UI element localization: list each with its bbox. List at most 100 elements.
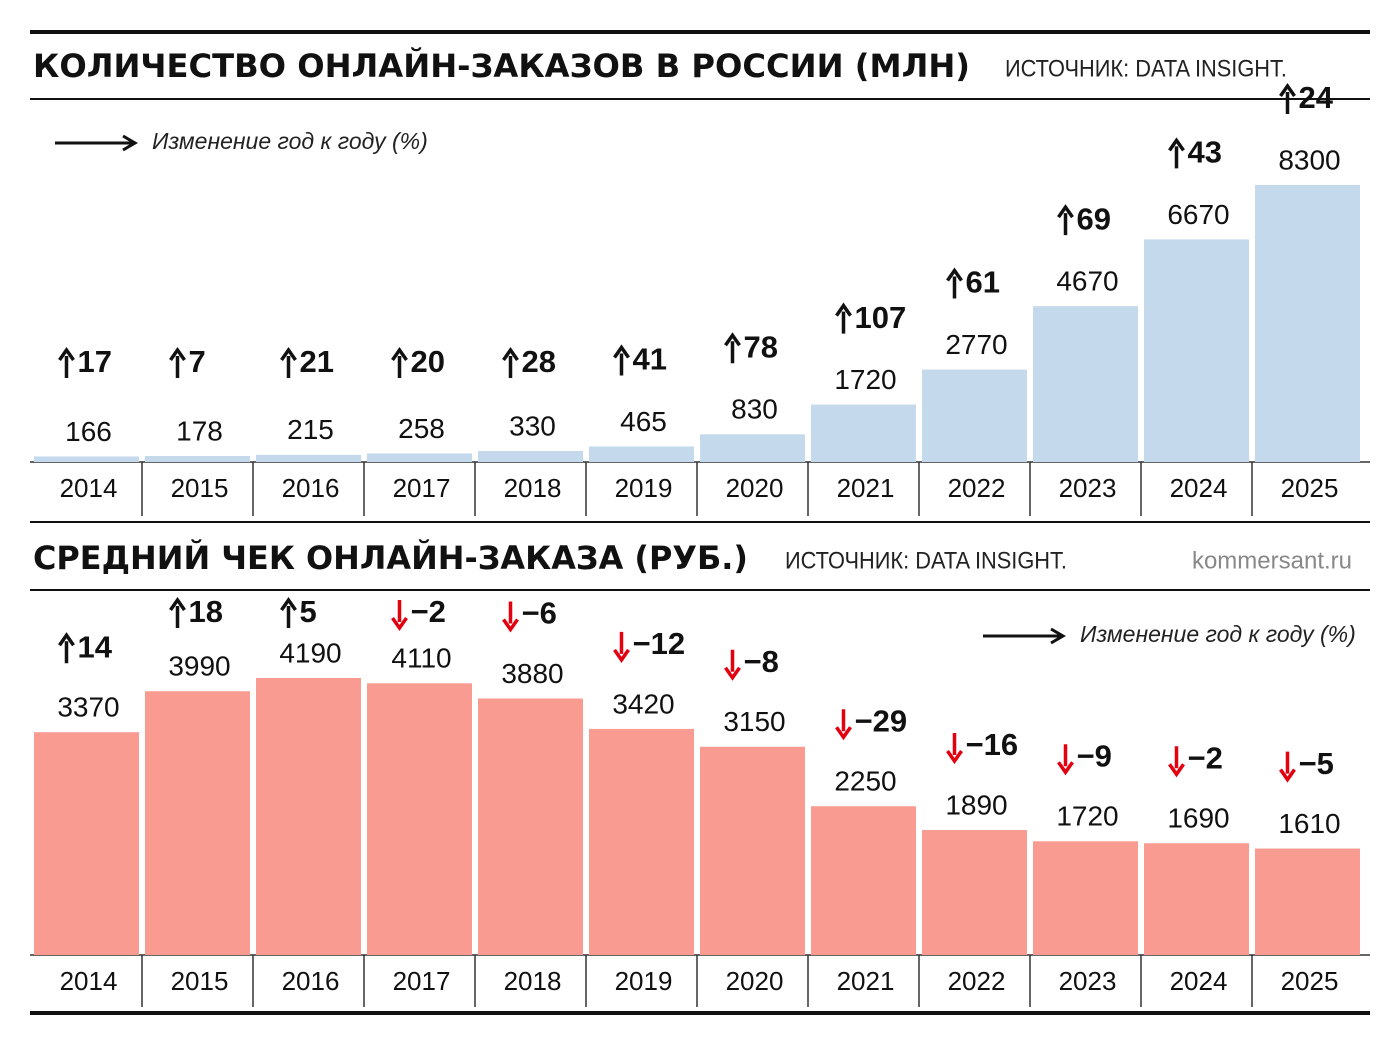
x-tick-label: 2014 bbox=[60, 966, 118, 996]
change-label: −6 bbox=[522, 596, 557, 631]
value-label: 258 bbox=[398, 413, 445, 444]
change-label: −12 bbox=[633, 626, 686, 661]
value-label: 4670 bbox=[1056, 266, 1118, 297]
bar bbox=[34, 456, 139, 462]
change-label: 20 bbox=[411, 344, 445, 379]
chart-title: КОЛИЧЕСТВО ОНЛАЙН-ЗАКАЗОВ В РОССИИ (МЛН) bbox=[33, 47, 970, 85]
x-tick-label: 2016 bbox=[282, 473, 340, 503]
change-arrow bbox=[613, 631, 630, 663]
change-label: 107 bbox=[855, 300, 907, 335]
x-tick-label: 2019 bbox=[615, 473, 673, 503]
legend-text: Изменение год к году (%) bbox=[152, 128, 428, 154]
bar bbox=[811, 404, 916, 462]
value-label: 3420 bbox=[612, 688, 674, 719]
x-tick-label: 2016 bbox=[282, 966, 340, 996]
value-label: 3370 bbox=[57, 692, 119, 723]
change-arrow bbox=[58, 346, 75, 378]
legend-arrow bbox=[55, 134, 138, 152]
value-label: 1720 bbox=[834, 364, 896, 395]
bar bbox=[1144, 843, 1249, 955]
change-label: 21 bbox=[300, 344, 334, 379]
x-tick-label: 2024 bbox=[1170, 966, 1228, 996]
x-tick-label: 2015 bbox=[171, 473, 229, 503]
bar bbox=[922, 830, 1027, 955]
change-arrow bbox=[1279, 82, 1296, 114]
top-rule bbox=[30, 30, 1370, 34]
bar bbox=[1033, 841, 1138, 955]
value-label: 3990 bbox=[168, 651, 230, 682]
legend-arrow bbox=[983, 627, 1066, 645]
value-label: 178 bbox=[176, 415, 223, 446]
source: ИСТОЧНИК: DATA INSIGHT. bbox=[785, 547, 1067, 574]
value-label: 166 bbox=[65, 416, 112, 447]
change-label: −29 bbox=[855, 703, 908, 738]
legend-text: Изменение год к году (%) bbox=[1080, 621, 1356, 647]
change-label: 41 bbox=[633, 342, 667, 377]
bar bbox=[367, 683, 472, 955]
change-label: 43 bbox=[1188, 135, 1222, 170]
change-label: 78 bbox=[744, 329, 778, 364]
change-label: 7 bbox=[189, 344, 206, 379]
change-label: 61 bbox=[966, 265, 1000, 300]
change-arrow bbox=[1057, 744, 1074, 776]
change-label: 5 bbox=[300, 594, 317, 629]
change-arrow bbox=[391, 600, 408, 632]
x-tick-label: 2025 bbox=[1281, 966, 1339, 996]
x-tick-label: 2022 bbox=[948, 966, 1006, 996]
x-tick-label: 2025 bbox=[1281, 473, 1339, 503]
value-label: 830 bbox=[731, 394, 778, 425]
change-label: 18 bbox=[189, 594, 223, 629]
bar bbox=[145, 691, 250, 955]
value-label: 1690 bbox=[1167, 803, 1229, 834]
change-arrow bbox=[835, 302, 852, 334]
change-label: −9 bbox=[1077, 738, 1112, 773]
change-arrow bbox=[280, 346, 297, 378]
change-label: 17 bbox=[78, 344, 112, 379]
bar bbox=[700, 746, 805, 955]
x-tick-label: 2023 bbox=[1059, 966, 1117, 996]
bottom-rule bbox=[30, 521, 1370, 523]
title-rule bbox=[30, 589, 1370, 591]
bottom-rule bbox=[30, 1011, 1370, 1015]
value-label: 1610 bbox=[1278, 808, 1340, 839]
value-label: 1720 bbox=[1056, 801, 1118, 832]
x-tick-label: 2014 bbox=[60, 473, 118, 503]
value-label: 465 bbox=[620, 406, 667, 437]
change-arrow bbox=[502, 601, 519, 633]
bar bbox=[478, 698, 583, 955]
source: ИСТОЧНИК: DATA INSIGHT. bbox=[1005, 55, 1287, 82]
change-label: 28 bbox=[522, 344, 556, 379]
x-tick-label: 2024 bbox=[1170, 473, 1228, 503]
x-tick-label: 2020 bbox=[726, 966, 784, 996]
bar bbox=[367, 453, 472, 462]
bar bbox=[589, 728, 694, 955]
change-arrow bbox=[169, 596, 186, 628]
change-label: −5 bbox=[1299, 746, 1334, 781]
x-tick-label: 2022 bbox=[948, 473, 1006, 503]
title-rule bbox=[30, 98, 1370, 100]
x-tick-label: 2017 bbox=[393, 966, 451, 996]
change-arrow bbox=[1057, 204, 1074, 236]
change-arrow bbox=[724, 649, 741, 681]
bar bbox=[589, 446, 694, 462]
change-arrow bbox=[724, 332, 741, 364]
change-arrow bbox=[1168, 746, 1185, 778]
change-label: 69 bbox=[1077, 201, 1111, 236]
value-label: 6670 bbox=[1167, 199, 1229, 230]
change-label: 24 bbox=[1299, 80, 1334, 115]
change-arrow bbox=[835, 709, 852, 741]
x-tick-label: 2021 bbox=[837, 473, 895, 503]
change-arrow bbox=[613, 344, 630, 376]
value-label: 3150 bbox=[723, 706, 785, 737]
x-tick-label: 2020 bbox=[726, 473, 784, 503]
change-arrow bbox=[280, 596, 297, 628]
change-arrow bbox=[391, 346, 408, 378]
bar bbox=[145, 456, 250, 462]
change-arrow bbox=[946, 267, 963, 299]
change-arrow bbox=[502, 346, 519, 378]
change-label: −8 bbox=[744, 644, 779, 679]
bar bbox=[922, 369, 1027, 462]
change-arrow bbox=[946, 733, 963, 765]
change-arrow bbox=[1168, 137, 1185, 169]
